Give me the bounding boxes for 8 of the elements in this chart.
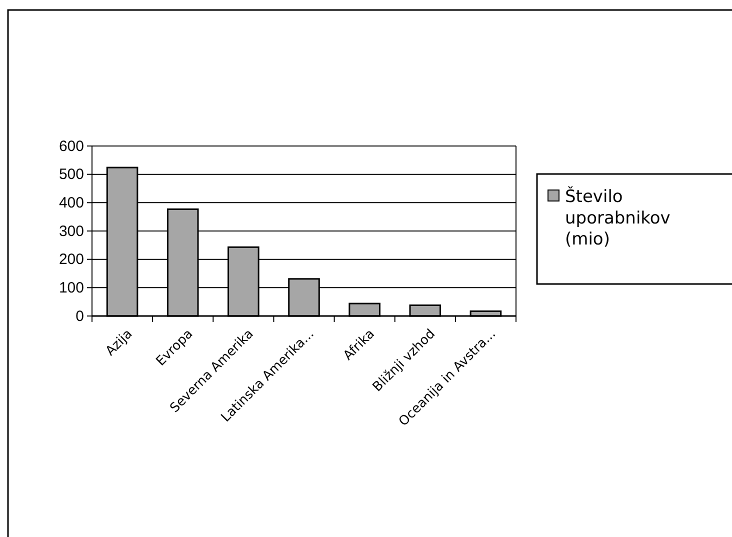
y-tick-label: 300 bbox=[58, 222, 84, 240]
y-tick-label: 600 bbox=[58, 138, 84, 155]
y-tick-label: 200 bbox=[58, 251, 84, 268]
legend-label: Število uporabnikov (mio) bbox=[565, 186, 670, 250]
y-tick-label: 100 bbox=[58, 279, 84, 296]
y-tick-label: 400 bbox=[58, 194, 84, 212]
y-tick-label: 0 bbox=[76, 308, 84, 325]
y-tick-label: 500 bbox=[58, 166, 84, 184]
